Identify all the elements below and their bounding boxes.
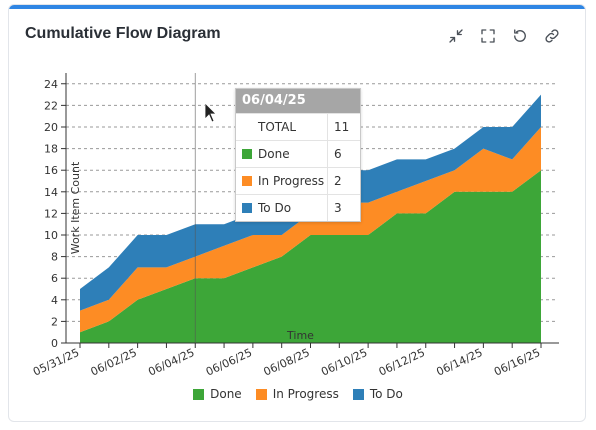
y-tick-label: 12 — [44, 207, 58, 220]
link-icon[interactable] — [541, 25, 563, 47]
x-tick-label: 05/31/25 — [31, 346, 81, 379]
done-swatch — [242, 149, 252, 159]
in-progress-swatch — [242, 176, 252, 186]
tooltip-row-to-do: To Do 3 — [236, 194, 360, 221]
x-tick-label: 06/06/25 — [204, 346, 254, 379]
y-tick-label: 6 — [51, 272, 58, 285]
card-accent-bar — [9, 5, 585, 9]
legend-item-done[interactable]: Done — [193, 387, 242, 401]
area-in-progress — [80, 127, 541, 333]
y-tick-label: 4 — [51, 294, 58, 307]
refresh-icon[interactable] — [509, 25, 531, 47]
x-tick-label: 06/16/25 — [492, 346, 542, 379]
legend-item-in-progress[interactable]: In Progress — [255, 387, 339, 401]
in-progress-swatch — [255, 388, 267, 400]
tooltip-date: 06/04/25 — [236, 89, 360, 113]
y-tick-label: 0 — [51, 337, 58, 350]
collapse-icon[interactable] — [445, 25, 467, 47]
tooltip-total-row: TOTAL 11 — [236, 113, 360, 140]
y-tick-label: 10 — [44, 229, 58, 242]
legend-label: Done — [210, 387, 242, 401]
tooltip-row-value: 3 — [334, 201, 342, 215]
done-swatch — [193, 388, 205, 400]
mouse-cursor-icon — [204, 102, 217, 123]
tooltip-row-label: In Progress — [258, 174, 325, 188]
chart-card: Cumulative Flow Diagram 0 2 4 6 8 10 12 14 16 18 2… — [8, 4, 586, 422]
chart-legend: Done In Progress To Do — [9, 387, 585, 401]
y-tick-label: 8 — [51, 251, 58, 264]
x-tick-label: 06/10/25 — [319, 346, 369, 379]
y-tick-label: 2 — [51, 315, 58, 328]
x-tick-label: 06/14/25 — [434, 346, 484, 379]
tooltip-total-value: 11 — [334, 120, 350, 134]
to-do-swatch — [352, 388, 364, 400]
x-tick-label: 06/02/25 — [89, 346, 139, 379]
tooltip-row-label: Done — [258, 147, 290, 161]
y-tick-label: 16 — [44, 164, 58, 177]
chart-tooltip: 06/04/25 TOTAL 11 Done 6 In Progress 2 T… — [235, 88, 361, 222]
x-tick-label: 06/04/25 — [146, 346, 196, 379]
card-toolbar — [445, 25, 563, 47]
x-axis-title: Time — [286, 329, 314, 342]
y-tick-label: 18 — [44, 143, 58, 156]
tooltip-row-in-progress: In Progress 2 — [236, 167, 360, 194]
legend-label: To Do — [369, 387, 403, 401]
y-axis-title: Work Item Count — [69, 161, 82, 254]
x-tick-label: 06/12/25 — [377, 346, 427, 379]
y-tick-label: 22 — [44, 99, 58, 112]
x-tick-label: 06/08/25 — [261, 346, 311, 379]
tooltip-row-done: Done 6 — [236, 140, 360, 167]
y-tick-label: 24 — [44, 78, 58, 91]
y-tick-label: 20 — [44, 121, 58, 134]
legend-label: In Progress — [272, 387, 339, 401]
tooltip-row-label: To Do — [258, 201, 292, 215]
tooltip-total-label: TOTAL — [258, 120, 297, 134]
fullscreen-icon[interactable] — [477, 25, 499, 47]
tooltip-row-value: 6 — [334, 147, 342, 161]
y-tick-label: 14 — [44, 186, 58, 199]
to-do-swatch — [242, 203, 252, 213]
tooltip-row-value: 2 — [334, 174, 342, 188]
legend-item-to-do[interactable]: To Do — [352, 387, 403, 401]
page-title: Cumulative Flow Diagram — [25, 25, 221, 42]
